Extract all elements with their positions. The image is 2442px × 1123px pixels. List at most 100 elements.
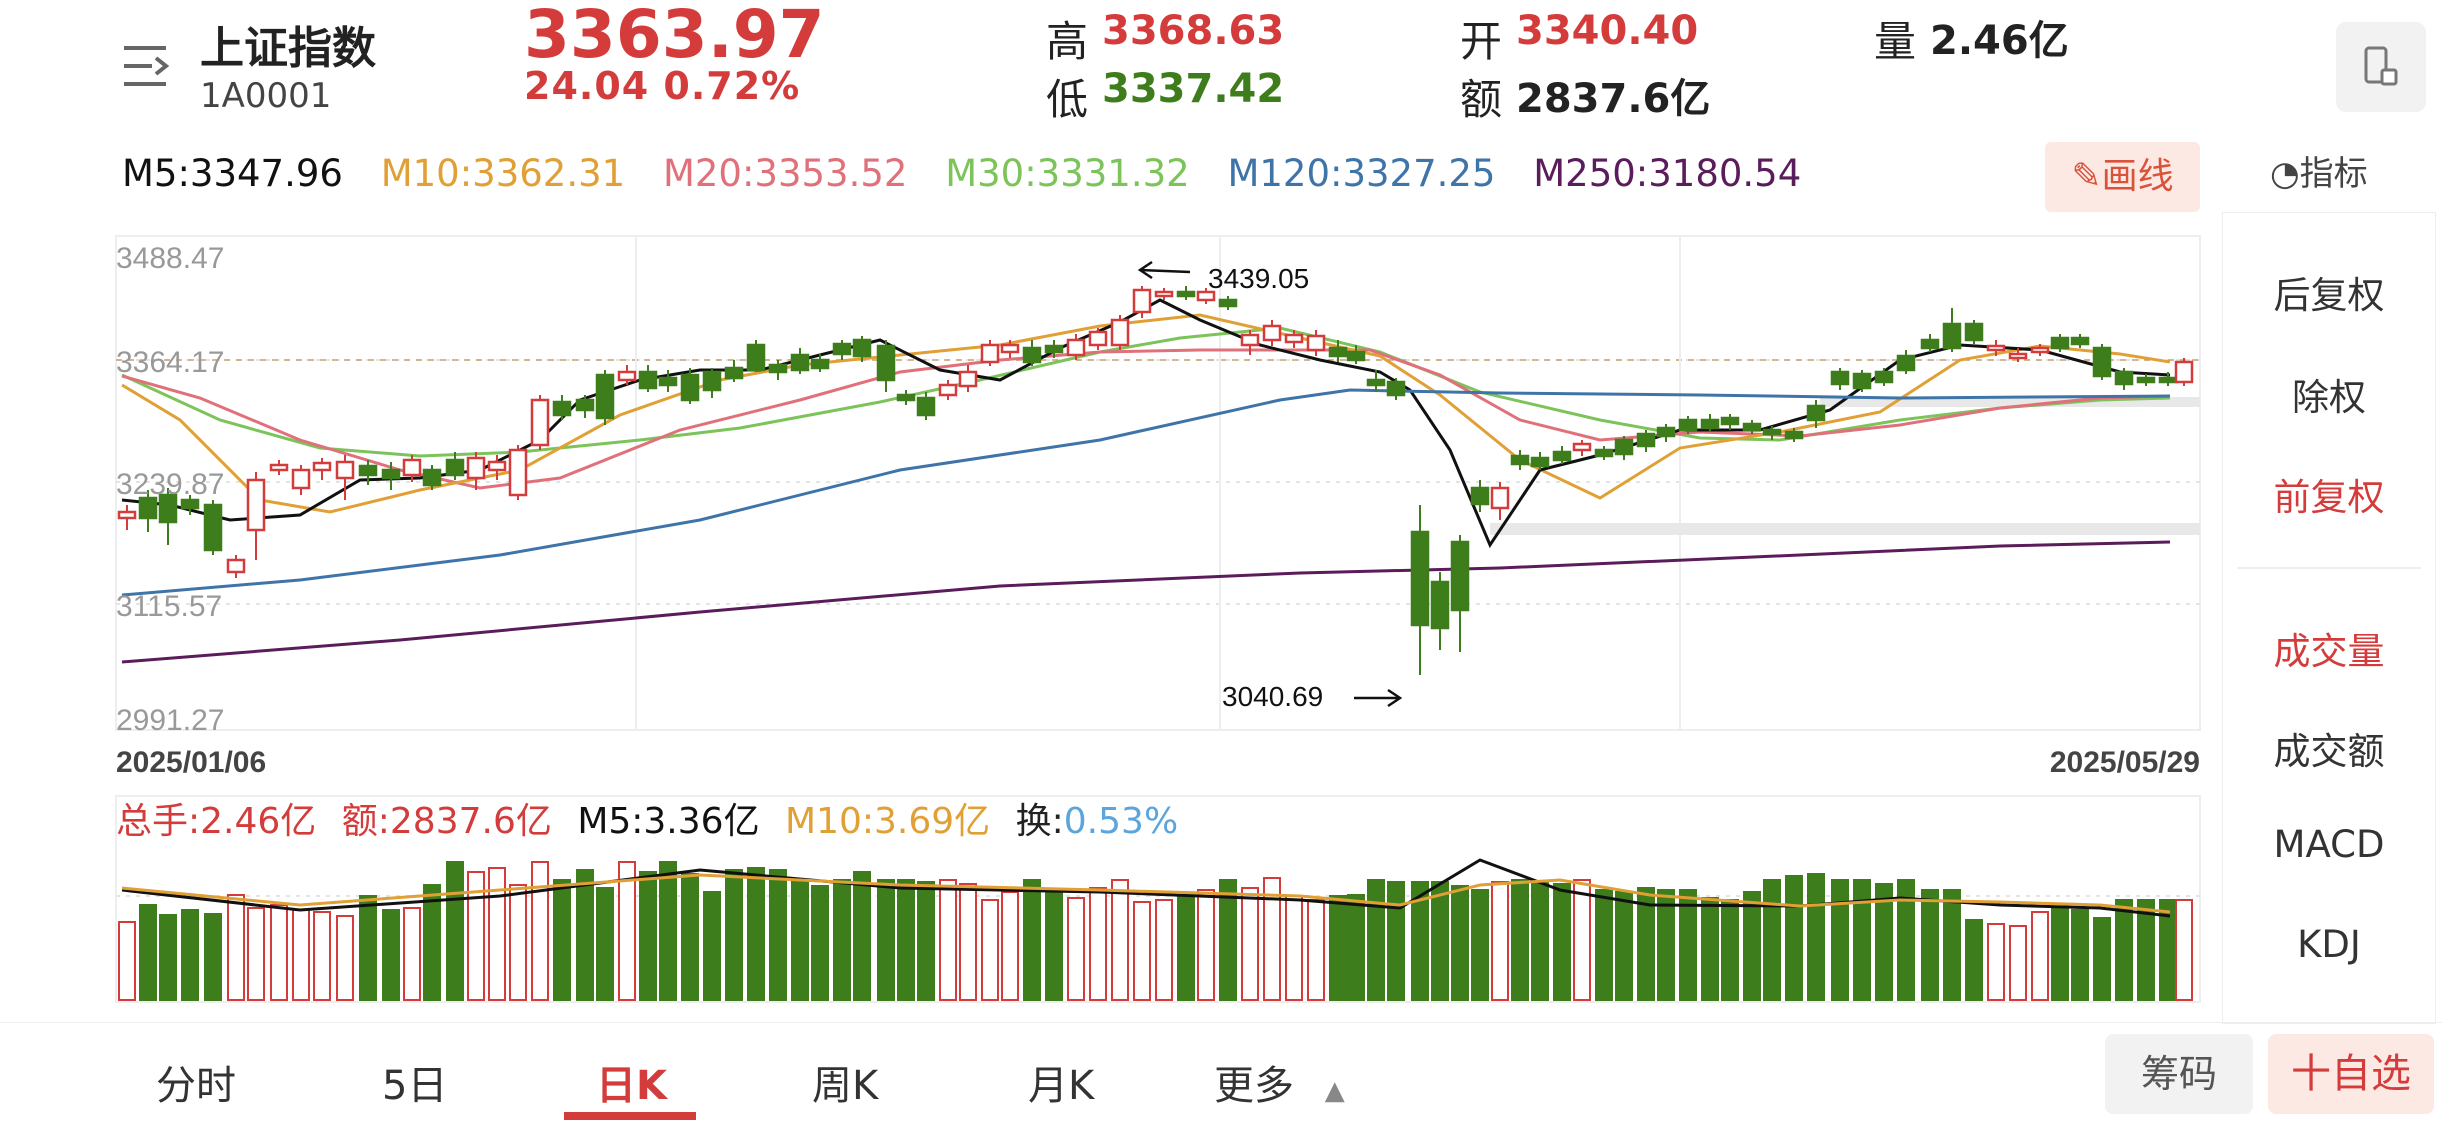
candle-body bbox=[1510, 454, 1530, 466]
candle-body bbox=[2092, 346, 2112, 378]
candle-body bbox=[1284, 333, 1304, 344]
volume-bar bbox=[618, 861, 636, 1001]
volume-bar bbox=[423, 884, 441, 1001]
candle-body bbox=[1066, 338, 1086, 357]
active-tab-indicator bbox=[564, 1112, 696, 1120]
candle-body bbox=[1088, 330, 1108, 347]
candle-body bbox=[617, 370, 637, 382]
volume-bar bbox=[1285, 895, 1303, 1001]
candle-body bbox=[445, 458, 465, 477]
sidebar-item-kdj[interactable]: KDJ bbox=[2297, 923, 2361, 966]
ma-legend: M5:3347.96 M10:3362.31 M20:3353.52 M30:3… bbox=[122, 152, 1827, 195]
candle-body bbox=[2070, 336, 2090, 346]
tab-intraday[interactable]: 分时 bbox=[156, 1063, 236, 1109]
list-menu-icon[interactable] bbox=[122, 42, 178, 92]
candle-body bbox=[1176, 290, 1196, 298]
high-label: 高 bbox=[1046, 17, 1089, 66]
volume-bar bbox=[2031, 911, 2049, 1001]
chart-grid bbox=[115, 236, 2201, 1003]
tab-daily-k[interactable]: 日K bbox=[596, 1063, 667, 1109]
caret-up-icon: ▲ bbox=[1324, 1076, 1345, 1106]
candle-body bbox=[1306, 334, 1326, 352]
volume-bar bbox=[247, 907, 265, 1001]
candle-body bbox=[1572, 442, 1592, 452]
candle-body bbox=[1594, 448, 1614, 458]
y-tick-label: 3364.17 bbox=[116, 346, 224, 379]
candle-body bbox=[1852, 372, 1872, 390]
candle-body bbox=[1386, 380, 1406, 397]
volume-label: 量 bbox=[1874, 17, 1917, 66]
volume-bar bbox=[1471, 889, 1489, 1001]
candle-body bbox=[381, 468, 401, 480]
candle-body bbox=[1262, 324, 1282, 342]
candle-body bbox=[595, 373, 615, 420]
candle-body bbox=[1964, 322, 1984, 342]
candle-body bbox=[402, 458, 422, 477]
candle-body bbox=[2030, 346, 2050, 354]
volume-bars bbox=[118, 861, 2193, 1001]
candle-body bbox=[1784, 430, 1804, 440]
volume-bar bbox=[359, 895, 377, 1001]
volume-bar bbox=[204, 913, 222, 1001]
volume-bar bbox=[1431, 881, 1449, 1001]
sidebar-item-volume[interactable]: 成交量 bbox=[2273, 630, 2385, 673]
tab-more[interactable]: 更多 ▲ bbox=[1214, 1063, 1345, 1109]
draw-line-button[interactable]: ✎画线 bbox=[2045, 142, 2200, 212]
volume-bar bbox=[1831, 879, 1849, 1001]
ma10-line bbox=[121, 313, 2171, 514]
candle-body bbox=[1942, 322, 1962, 350]
candle-body bbox=[768, 363, 788, 374]
volume-bar bbox=[292, 909, 310, 1001]
candle-body bbox=[269, 463, 289, 472]
volume-bar bbox=[1897, 879, 1915, 1001]
candle-body bbox=[702, 370, 722, 392]
volume-bar bbox=[1853, 879, 1871, 1001]
volume-bar bbox=[1595, 889, 1613, 1001]
volume-bar bbox=[446, 861, 464, 1001]
volume-ma10-line bbox=[121, 873, 2171, 914]
tab-monthly-k[interactable]: 月K bbox=[1028, 1063, 1095, 1109]
current-price: 3363.97 bbox=[524, 0, 825, 73]
candle-body bbox=[1552, 450, 1572, 462]
volume-bar bbox=[1197, 889, 1215, 1001]
add-watchlist-button[interactable]: 十自选 bbox=[2268, 1034, 2434, 1114]
tab-5day[interactable]: 5日 bbox=[382, 1063, 448, 1109]
ma120-value: M120:3327.25 bbox=[1227, 152, 1496, 195]
candle-body bbox=[1346, 350, 1366, 362]
candle-body bbox=[2114, 370, 2134, 386]
tab-weekly-k[interactable]: 周K bbox=[812, 1063, 879, 1109]
candle-body bbox=[1742, 422, 1762, 432]
volume-bar bbox=[981, 899, 999, 1001]
turnover-value: 0.53% bbox=[1063, 801, 1179, 842]
candle-body bbox=[1614, 438, 1634, 456]
chip-distribution-button[interactable]: 筹码 bbox=[2105, 1034, 2253, 1114]
candle-body bbox=[980, 343, 1000, 364]
volume-legend: 总手:2.46亿 额:2837.6亿 M5:3.36亿 M10:3.69亿 换:… bbox=[116, 792, 1178, 844]
volume-bar bbox=[1067, 897, 1085, 1001]
volume-bar bbox=[769, 869, 787, 1001]
sidebar-item-turnover-amount[interactable]: 成交额 bbox=[2273, 730, 2385, 773]
candle-body bbox=[1366, 378, 1386, 387]
total-amount: 额:2837.6亿 bbox=[341, 801, 552, 842]
gauge-icon: ◔ bbox=[2270, 154, 2300, 194]
volume-bar bbox=[553, 879, 571, 1001]
indicator-button[interactable]: ◔指标 bbox=[2270, 154, 2368, 194]
sidebar-item-forward-adjust[interactable]: 前复权 bbox=[2273, 476, 2385, 519]
sidebar-item-ex-rights[interactable]: 除权 bbox=[2292, 376, 2366, 419]
volume-bar bbox=[1491, 881, 1509, 1001]
volume-bar bbox=[1451, 885, 1469, 1001]
sidebar-item-back-adjust[interactable]: 后复权 bbox=[2273, 274, 2385, 317]
rotate-screen-button[interactable] bbox=[2336, 22, 2426, 112]
volume-bar bbox=[853, 871, 871, 1001]
candle-body bbox=[1470, 486, 1490, 506]
sidebar-item-macd[interactable]: MACD bbox=[2273, 823, 2385, 866]
volume-bar bbox=[703, 891, 721, 1001]
volume-bar bbox=[1411, 881, 1429, 1001]
volume-bar bbox=[1241, 887, 1259, 1001]
candle-body bbox=[180, 498, 200, 510]
volume-bar bbox=[1347, 894, 1365, 1001]
candle-body bbox=[1410, 530, 1430, 627]
candle-body bbox=[1490, 486, 1510, 510]
high-value: 3368.63 bbox=[1102, 8, 1285, 54]
